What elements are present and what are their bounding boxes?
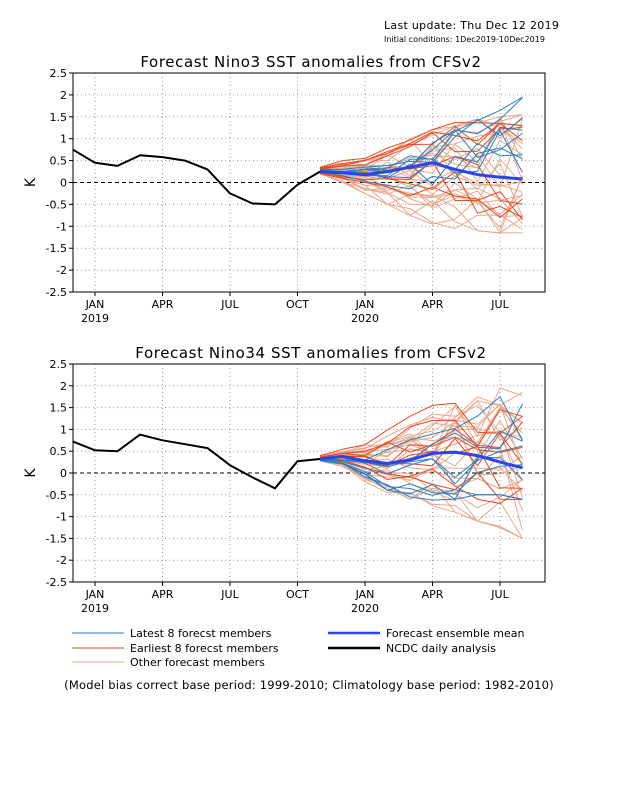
plot-frame xyxy=(72,363,546,583)
earliest-member-line xyxy=(319,122,523,169)
other-member-line xyxy=(319,172,523,225)
y-tick-label: -1.5 xyxy=(46,242,67,255)
other-member-line xyxy=(319,459,523,539)
y-tick-label: 1.5 xyxy=(50,402,68,415)
x-tick-label: JUL xyxy=(220,298,239,311)
other-member-line xyxy=(319,400,523,457)
y-tick-label: -2 xyxy=(56,554,67,567)
x-tick-label: JAN xyxy=(85,298,105,311)
y-tick-label: 2.5 xyxy=(50,358,68,371)
x-tick-label: APR xyxy=(152,298,174,311)
y-axis-label: K xyxy=(23,177,39,187)
last-update-label: Last update: Thu Dec 12 2019 xyxy=(384,19,560,32)
x-tick-label: APR xyxy=(422,588,444,601)
y-tick-label: 2 xyxy=(60,89,67,102)
x-tick-label: OCT xyxy=(286,588,309,601)
x-tick-label: JUL xyxy=(490,298,509,311)
y-tick-label: 2.5 xyxy=(50,67,68,80)
y-tick-label: -1 xyxy=(56,220,67,233)
legend-latest-members-label: Latest 8 forecst members xyxy=(130,627,272,640)
x-tick-label: JUL xyxy=(220,588,239,601)
y-tick-label: -0.5 xyxy=(46,198,67,211)
legend-earliest-members-label: Earliest 8 forecst members xyxy=(130,642,279,655)
plot-frame xyxy=(72,72,546,293)
latest-member-line xyxy=(319,445,523,485)
x-tick-label: JUL xyxy=(490,588,509,601)
legend-ensemble-mean-label: Forecast ensemble mean xyxy=(386,627,525,640)
footnote: (Model bias correct base period: 1999-20… xyxy=(64,678,554,692)
earliest-member-line xyxy=(319,402,523,457)
other-member-line xyxy=(319,171,523,218)
other-member-line xyxy=(319,172,523,234)
earliest-member-line xyxy=(319,459,523,504)
y-tick-label: 0.5 xyxy=(50,155,68,168)
x-tick-year-label: 2020 xyxy=(351,312,379,325)
earliest-member-line xyxy=(319,127,523,170)
y-tick-label: 1 xyxy=(60,423,67,436)
x-tick-label: APR xyxy=(422,298,444,311)
initial-conditions-label: Initial conditions: 1Dec2019-10Dec2019 xyxy=(384,35,545,44)
nino34-chart-panel: Forecast Nino34 SST anomalies from CFSv2… xyxy=(23,344,546,615)
y-tick-label: 0.5 xyxy=(50,445,68,458)
x-tick-year-label: 2019 xyxy=(81,602,109,615)
other-member-line xyxy=(319,114,523,169)
x-tick-label: JAN xyxy=(85,588,105,601)
x-tick-label: JAN xyxy=(355,298,375,311)
nino3-chart-panel: Forecast Nino3 SST anomalies from CFSv2 2… xyxy=(23,53,546,325)
x-tick-label: OCT xyxy=(286,298,309,311)
ensemble-mean-line xyxy=(319,161,523,181)
x-tick-year-label: 2019 xyxy=(81,312,109,325)
y-tick-label: -2 xyxy=(56,264,67,277)
earliest-member-line xyxy=(320,160,523,221)
earliest-member-line xyxy=(319,436,523,467)
y-tick-label: 1.5 xyxy=(50,111,68,124)
latest-member-line xyxy=(319,129,523,173)
earliest-member-line xyxy=(319,409,523,458)
chart-legend: Latest 8 forecst members Earliest 8 forec… xyxy=(72,627,525,669)
y-tick-label: -0.5 xyxy=(46,489,67,502)
x-tick-year-label: 2020 xyxy=(351,602,379,615)
chart-title: Forecast Nino34 SST anomalies from CFSv2 xyxy=(135,344,486,362)
y-tick-label: -2.5 xyxy=(46,576,67,589)
ensemble-mean-line xyxy=(319,450,523,470)
y-tick-label: 0 xyxy=(60,467,67,480)
latest-member-line xyxy=(319,147,523,190)
chart-title: Forecast Nino3 SST anomalies from CFSv2 xyxy=(140,53,481,71)
x-tick-label: JAN xyxy=(355,588,375,601)
latest-member-line xyxy=(319,117,523,171)
legend-other-members-label: Other forecast members xyxy=(130,656,265,669)
y-tick-label: -2.5 xyxy=(46,286,67,299)
other-member-line xyxy=(319,171,523,229)
y-tick-label: -1.5 xyxy=(46,532,67,545)
y-tick-label: 1 xyxy=(60,133,67,146)
observed-analysis-line xyxy=(72,148,321,206)
y-tick-label: -1 xyxy=(56,511,67,524)
y-tick-label: 2 xyxy=(60,380,67,393)
legend-ncdc-analysis-label: NCDC daily analysis xyxy=(386,642,496,655)
latest-member-line xyxy=(319,430,523,478)
earliest-member-line xyxy=(319,122,523,169)
earliest-member-line xyxy=(319,122,523,168)
y-tick-label: 0 xyxy=(60,177,67,190)
other-member-line xyxy=(319,173,523,234)
latest-member-line xyxy=(319,459,523,500)
earliest-member-line xyxy=(319,173,523,218)
x-tick-label: APR xyxy=(152,588,174,601)
observed-analysis-line xyxy=(72,433,321,490)
other-member-line xyxy=(319,446,523,531)
y-axis-label: K xyxy=(23,468,39,478)
earliest-member-line xyxy=(319,421,523,459)
